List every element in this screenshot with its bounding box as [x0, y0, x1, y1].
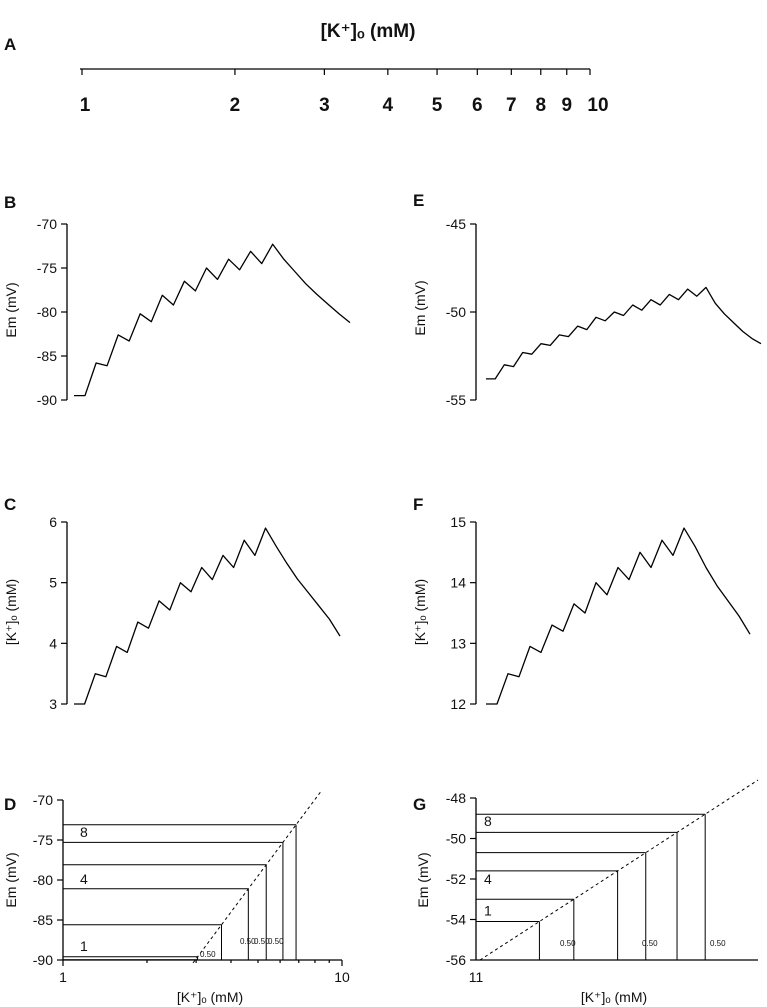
panel-e-y-tick-label: -50 [446, 304, 466, 320]
panel-g-xlabel: [K⁺]ₒ (mM) [581, 989, 647, 1005]
panel-c-trace [74, 527, 341, 705]
panel-e-ylabel: Em (mV) [412, 280, 428, 335]
panel-d-interval-label: 0.50 [268, 937, 284, 946]
panel-g-y-tick-label: -52 [446, 871, 466, 887]
panel-d-interval-label: 0.50 [200, 950, 216, 959]
panel-e-y-tick-label: -55 [446, 392, 466, 408]
panel-letter-b: B [4, 193, 16, 212]
panel-d-y-tick-label: -80 [33, 872, 53, 888]
panel-e-y-tick-label: -45 [446, 216, 466, 232]
panel-letter-e: E [413, 191, 424, 210]
panel-f-ylabel: [K⁺]ₒ (mM) [412, 579, 428, 645]
panel-b-y-tick-label: -70 [37, 216, 57, 232]
panel-d-interval-label: 0.50 [240, 937, 256, 946]
panel-letter-d: D [4, 795, 16, 814]
panel-d-y-tick-label: -90 [33, 952, 53, 968]
panel-d-y-tick-label: -85 [33, 912, 53, 928]
panel-a-tick-label: 9 [561, 95, 572, 116]
panel-g-y-tick-label: -48 [446, 790, 466, 806]
panel-g-x-tick-label: 11 [469, 969, 484, 985]
panel-d-xlabel: [K⁺]ₒ (mM) [177, 989, 243, 1005]
panel-e-trace [486, 286, 762, 380]
panel-g-interval-label: 0.50 [560, 939, 576, 948]
panel-a-tick-label: 8 [535, 95, 546, 116]
panel-b-y-tick-label: -90 [37, 392, 57, 408]
panel-a-tick-label: 2 [230, 95, 241, 116]
panel-g-step-label: 1 [484, 903, 492, 919]
panel-d-step-label: 1 [80, 938, 88, 954]
panel-a-tick-label: 7 [506, 95, 517, 116]
panel-b-y-tick-label: -85 [37, 348, 57, 364]
panel-a-tick-label: 3 [319, 95, 330, 116]
panel-f-trace [486, 527, 751, 705]
panel-a-log-scale: [K⁺]ₒ (mM) 1 2 3 4 5 6 7 8 9 10 [80, 21, 609, 116]
panel-c-y-tick-label: 4 [49, 635, 57, 651]
panel-g-interval-label: 0.50 [710, 939, 726, 948]
panel-d-step-label: 8 [80, 824, 88, 840]
panel-e-chart: Em (mV) -45 -50 -55 [412, 216, 762, 408]
panel-g-y-tick-label: -56 [446, 952, 466, 968]
panel-letter-a: A [4, 35, 16, 54]
panel-d-step-label: 4 [80, 871, 88, 887]
panel-b-chart: Em (mV) -70 -75 -80 -85 -90 [3, 216, 351, 408]
panel-letter-g: G [413, 795, 426, 814]
panel-b-y-tick-label: -75 [37, 260, 57, 276]
panel-a-tick-label: 5 [432, 95, 443, 116]
panel-b-ylabel: Em (mV) [3, 282, 19, 337]
panel-f-y-tick-label: 12 [450, 696, 466, 712]
panel-g-y-tick-label: -50 [446, 831, 466, 847]
panel-g-step-label: 8 [484, 813, 492, 829]
panel-d-interval-label: 0.50 [254, 937, 270, 946]
panel-letter-f: F [413, 495, 423, 514]
panel-f-chart: [K⁺]ₒ (mM) 15 14 13 12 [412, 514, 751, 712]
panel-d-x-tick-label: 10 [334, 969, 350, 985]
panel-g-interval-label: 0.50 [642, 939, 658, 948]
panel-g-dashed-line [479, 779, 759, 961]
panel-a-tick-label: 10 [587, 95, 608, 116]
panel-d-chart: Em (mV) [K⁺]ₒ (mM) -70 -75 -80 -85 -90 1 10 1 4… [3, 789, 350, 1005]
panel-c-chart: [K⁺]ₒ (mM) 6 5 4 3 [3, 514, 341, 712]
panel-a-tick-label: 6 [472, 95, 483, 116]
panel-d-x-tick-label: 1 [59, 969, 67, 985]
panel-d-ylabel: Em (mV) [3, 852, 19, 907]
panel-f-y-tick-label: 15 [450, 514, 466, 530]
panel-c-y-tick-label: 3 [49, 696, 57, 712]
panel-d-y-tick-label: -75 [33, 832, 53, 848]
panel-g-ylabel: Em (mV) [415, 852, 431, 907]
panel-g-y-tick-label: -54 [446, 912, 466, 928]
panel-b-y-tick-label: -80 [37, 304, 57, 320]
panel-b-trace [74, 243, 351, 397]
panel-d-y-tick-label: -70 [33, 792, 53, 808]
panel-a-title: [K⁺]ₒ (mM) [321, 21, 416, 42]
panel-a-tick-label: 4 [383, 95, 394, 116]
panel-c-ylabel: [K⁺]ₒ (mM) [3, 579, 19, 645]
panel-a-tick-label: 1 [80, 95, 91, 116]
panel-c-y-tick-label: 6 [49, 514, 57, 530]
panel-f-y-tick-label: 13 [450, 635, 466, 651]
panel-c-y-tick-label: 5 [49, 575, 57, 591]
panel-g-step-label: 4 [484, 871, 492, 887]
panel-f-y-tick-label: 14 [450, 575, 466, 591]
panel-letter-c: C [4, 495, 16, 514]
